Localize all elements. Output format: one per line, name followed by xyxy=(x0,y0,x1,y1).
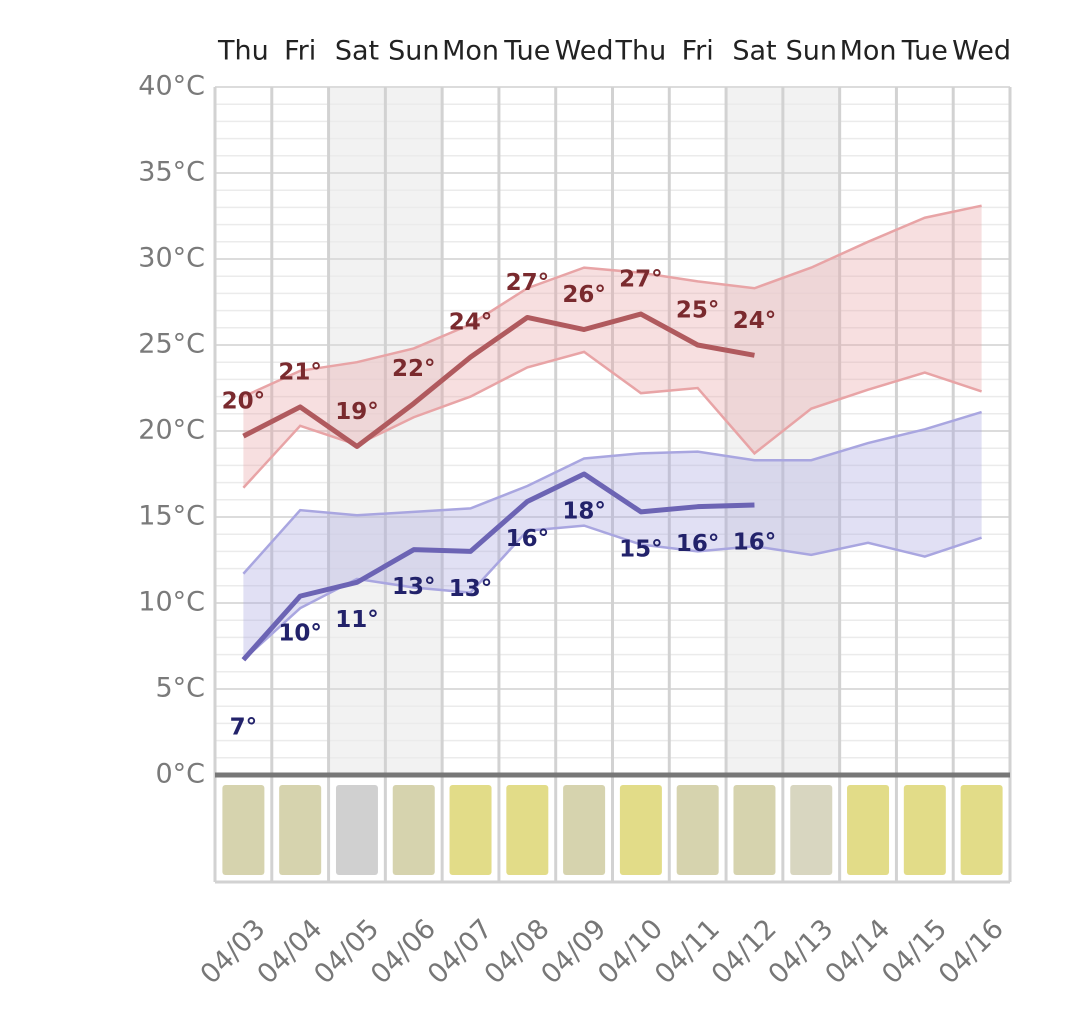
weather-icon xyxy=(335,785,378,875)
value-label: 10° xyxy=(278,621,322,647)
value-label: 27° xyxy=(506,270,550,296)
value-label: 22° xyxy=(392,356,436,382)
weather-icon xyxy=(279,785,322,875)
x-tick-label: 04/09 xyxy=(535,913,612,990)
value-label: 18° xyxy=(562,499,606,525)
day-label: Sat xyxy=(732,36,776,67)
x-tick-label: 04/16 xyxy=(933,913,1010,990)
weather-icon xyxy=(563,785,606,875)
x-tick-label: 04/15 xyxy=(876,913,953,990)
value-label: 16° xyxy=(506,526,550,552)
weather-icon xyxy=(506,785,549,875)
x-tick-label: 04/14 xyxy=(819,913,896,990)
temperature-line xyxy=(241,471,755,662)
value-label: 21° xyxy=(278,359,322,385)
value-label: 27° xyxy=(619,267,663,293)
y-tick-label: 10°C xyxy=(138,587,205,618)
y-tick-label: 20°C xyxy=(138,415,205,446)
x-tick-label: 04/04 xyxy=(251,913,328,990)
temperature-line xyxy=(242,311,755,449)
x-tick-label: 04/03 xyxy=(195,913,272,990)
band-edge xyxy=(242,204,982,398)
day-label: Mon xyxy=(442,36,499,67)
y-tick-label: 0°C xyxy=(155,759,205,790)
weather-icon xyxy=(790,785,833,875)
weather-icon xyxy=(392,785,435,875)
x-tick-label: 04/06 xyxy=(365,913,442,990)
y-tick-label: 40°C xyxy=(138,71,205,102)
value-label: 20° xyxy=(222,389,266,415)
y-tick-label: 35°C xyxy=(138,157,205,188)
x-tick-label: 04/08 xyxy=(479,913,556,990)
day-label: Wed xyxy=(555,36,614,67)
range-band xyxy=(243,205,982,488)
value-label: 13° xyxy=(392,574,436,600)
weather-icon xyxy=(903,785,946,875)
value-label: 24° xyxy=(733,308,777,334)
weather-icon xyxy=(733,785,776,875)
value-label: 25° xyxy=(676,298,720,324)
weather-icon xyxy=(222,785,265,875)
value-label: 19° xyxy=(335,399,379,425)
x-tick-label: 04/12 xyxy=(706,913,783,990)
value-label: 13° xyxy=(449,576,493,602)
day-label: Fri xyxy=(284,36,316,67)
value-label: 11° xyxy=(335,607,379,633)
y-tick-label: 30°C xyxy=(138,243,205,274)
day-label: Sat xyxy=(335,36,379,67)
value-label: 26° xyxy=(562,282,606,308)
range-band xyxy=(243,412,982,660)
x-tick-label: 04/13 xyxy=(763,913,840,990)
weather-icon xyxy=(676,785,719,875)
weather-icon xyxy=(960,785,1003,875)
band-edge xyxy=(242,524,983,661)
x-tick-label: 04/07 xyxy=(422,913,499,990)
weather-icon xyxy=(449,785,492,875)
weather-icon xyxy=(619,785,662,875)
value-label: 16° xyxy=(676,531,720,557)
day-label: Wed xyxy=(952,36,1011,67)
day-label: Sun xyxy=(388,36,439,67)
day-label: Thu xyxy=(217,36,269,67)
value-label: 24° xyxy=(449,310,493,336)
day-label: Tue xyxy=(503,36,550,67)
y-tick-label: 5°C xyxy=(155,673,205,704)
y-tick-label: 15°C xyxy=(138,501,205,532)
x-tick-label: 04/11 xyxy=(649,913,726,990)
y-tick-label: 25°C xyxy=(138,329,205,360)
x-tick-label: 04/10 xyxy=(592,913,669,990)
value-label: 7° xyxy=(230,714,258,740)
value-label: 16° xyxy=(733,529,777,555)
day-label: Mon xyxy=(840,36,897,67)
band-edge xyxy=(242,410,982,575)
value-label: 15° xyxy=(619,536,663,562)
day-label: Thu xyxy=(615,36,667,67)
day-label: Sun xyxy=(786,36,837,67)
day-label: Tue xyxy=(901,36,948,67)
x-tick-label: 04/05 xyxy=(308,913,385,990)
day-label: Fri xyxy=(682,36,714,67)
weather-icon xyxy=(847,785,890,875)
